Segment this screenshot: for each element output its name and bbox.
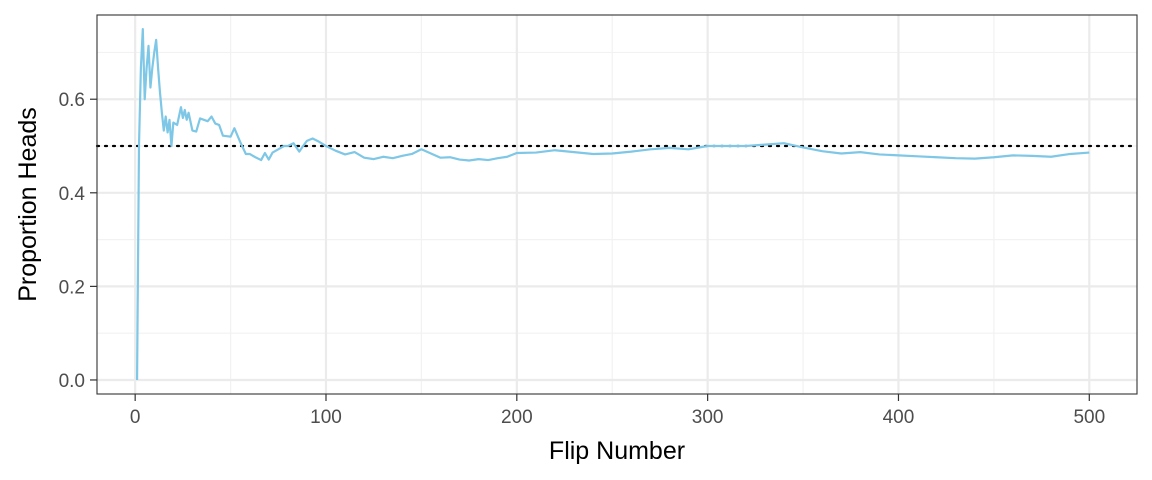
grid-minor — [97, 15, 1137, 394]
x-axis-ticks: 0 100 200 300 400 500 — [130, 394, 1105, 428]
panel-border — [96, 14, 1138, 395]
x-tick-label: 200 — [501, 407, 533, 428]
x-tick-label: 400 — [883, 407, 915, 428]
x-tick-label: 500 — [1073, 407, 1105, 428]
x-axis-title: Flip Number — [549, 437, 685, 465]
series-group — [135, 27, 1090, 380]
y-tick-label: 0.0 — [59, 371, 85, 392]
x-tick-label: 100 — [310, 407, 342, 428]
x-tick-label: 0 — [130, 407, 141, 428]
series-line — [135, 27, 1090, 380]
y-axis-ticks: 0.0 0.2 0.4 0.6 — [59, 90, 97, 392]
y-tick-label: 0.6 — [59, 90, 85, 111]
y-tick-label: 0.4 — [59, 184, 86, 205]
x-tick-label: 300 — [692, 407, 724, 428]
grid-major — [97, 15, 1137, 394]
y-tick-label: 0.2 — [59, 277, 85, 298]
y-axis-title: Proportion Heads — [14, 107, 42, 302]
